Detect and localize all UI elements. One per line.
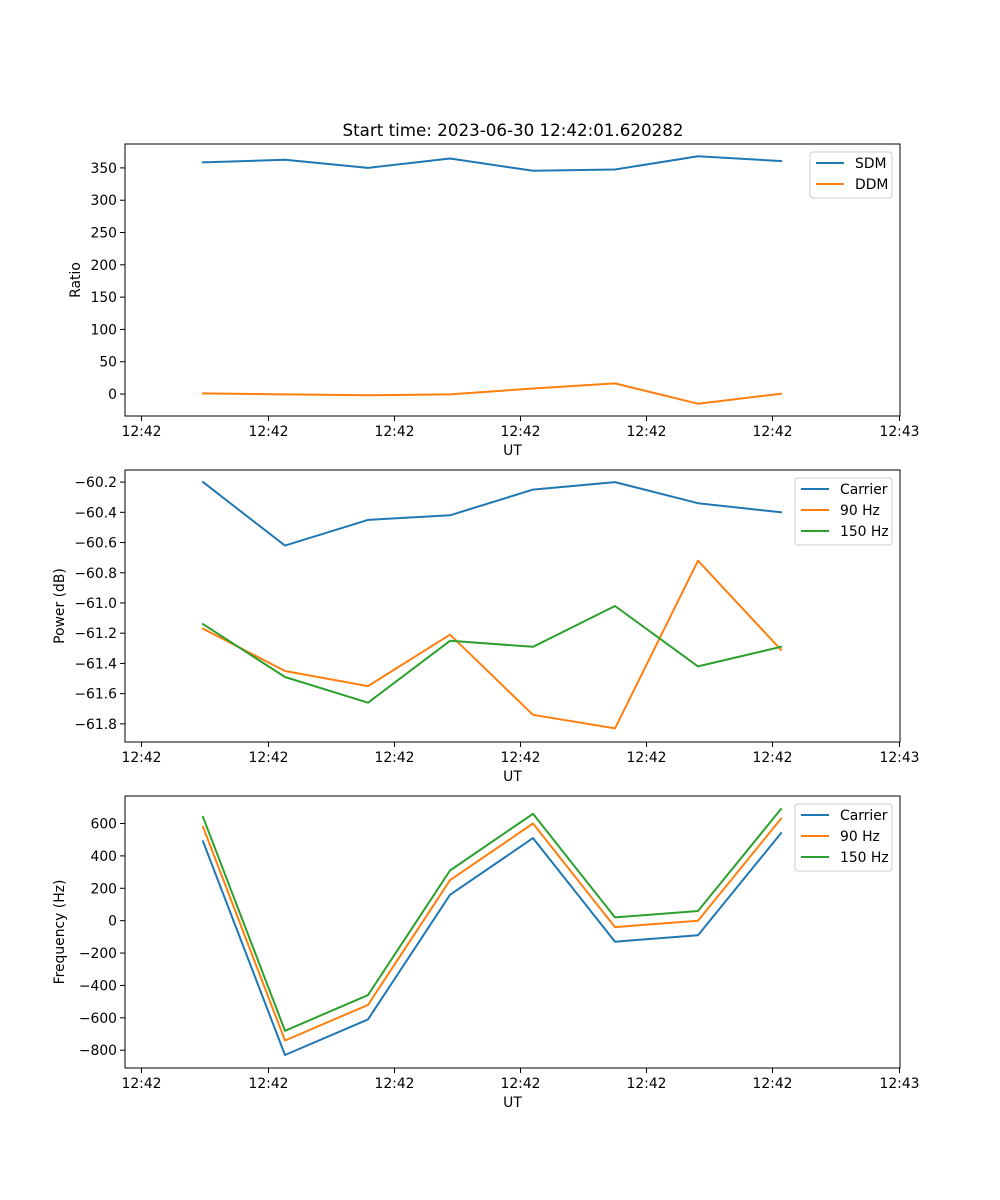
y-tick-label: −60.4	[74, 505, 117, 521]
x-tick-label: 12:42	[626, 1076, 666, 1092]
series-line-ddm	[201, 382, 783, 405]
legend-entry: 150 Hz	[840, 524, 889, 540]
x-tick-label: 12:42	[626, 750, 666, 766]
x-tick-label: 12:43	[879, 1076, 919, 1092]
y-axis-label: Power (dB)	[52, 568, 68, 644]
y-tick-label: 300	[90, 193, 117, 209]
y-tick-label: −800	[79, 1043, 117, 1059]
legend-entry: Carrier	[840, 482, 888, 498]
x-tick-label: 12:43	[879, 424, 919, 440]
x-tick-label: 12:42	[374, 424, 414, 440]
x-tick-label: 12:42	[752, 424, 792, 440]
series-line-150-hz	[201, 807, 783, 1032]
x-tick-label: 12:42	[121, 750, 161, 766]
legend-box	[794, 477, 893, 546]
x-tick-label: 12:42	[121, 1076, 161, 1092]
x-axis-label: UT	[503, 769, 522, 785]
legend: Carrier 90 Hz 150 Hz	[794, 803, 893, 872]
y-tick-label: −400	[79, 978, 117, 994]
y-tick-label: −61.0	[74, 596, 117, 612]
subplot-3: 12:42 12:42 12:42 12:42 12:42 12:42 12:43 −800 −…	[52, 795, 920, 1111]
y-tick-label: −600	[79, 1011, 117, 1027]
x-tick-label: 12:42	[500, 424, 540, 440]
y-tick-label: 400	[90, 849, 117, 865]
x-tick-label: 12:42	[121, 424, 161, 440]
figure-title: Start time: 2023-06-30 12:42:01.620282	[343, 120, 684, 140]
x-tick-label: 12:42	[752, 1076, 792, 1092]
y-tick-label: −60.8	[74, 566, 117, 582]
y-tick-label: 600	[90, 817, 117, 833]
legend-entry: Carrier	[840, 808, 888, 824]
series-line-90-hz	[201, 817, 783, 1042]
x-tick-label: 12:42	[248, 750, 288, 766]
y-tick-label: −60.6	[74, 536, 117, 552]
x-tick-label: 12:43	[879, 750, 919, 766]
y-tick-label: 50	[99, 355, 117, 371]
series-line-150-hz	[201, 605, 783, 704]
legend-entry: SDM	[855, 156, 887, 172]
x-tick-label: 12:42	[374, 750, 414, 766]
legend-entry: 90 Hz	[840, 829, 880, 845]
x-tick-label: 12:42	[500, 1076, 540, 1092]
y-axis-label: Frequency (Hz)	[52, 880, 68, 985]
legend-entry: DDM	[855, 177, 888, 193]
y-tick-label: 150	[90, 290, 117, 306]
x-axis-label: UT	[503, 1095, 522, 1111]
y-tick-label: −61.8	[74, 717, 117, 733]
y-tick-label: −61.6	[74, 687, 117, 703]
series-line-90-hz	[201, 559, 783, 730]
legend: Carrier 90 Hz 150 Hz	[794, 477, 893, 546]
x-axis-label: UT	[503, 443, 522, 459]
legend: SDM DDM	[809, 151, 893, 199]
y-tick-label: 0	[108, 914, 117, 930]
y-tick-label: 350	[90, 161, 117, 177]
axes-frame	[124, 143, 901, 417]
subplot-1: 12:42 12:42 12:42 12:42 12:42 12:42 12:43 0 50 10…	[68, 143, 920, 459]
y-tick-label: −61.2	[74, 626, 117, 642]
axes-frame	[124, 795, 901, 1069]
subplots: 12:42 12:42 12:42 12:42 12:42 12:42 12:43 0 50 10…	[52, 143, 920, 1111]
x-tick-label: 12:42	[752, 750, 792, 766]
legend-box	[794, 803, 893, 872]
x-tick-label: 12:42	[374, 1076, 414, 1092]
y-tick-label: 250	[90, 226, 117, 242]
y-tick-label: 200	[90, 258, 117, 274]
x-tick-label: 12:42	[626, 424, 666, 440]
axes-frame	[124, 469, 901, 743]
y-tick-label: 200	[90, 881, 117, 897]
y-tick-label: 0	[108, 387, 117, 403]
series-line-carrier	[201, 480, 783, 547]
series-line-carrier	[201, 831, 783, 1056]
x-tick-label: 12:42	[248, 1076, 288, 1092]
y-tick-label: 100	[90, 322, 117, 338]
x-tick-label: 12:42	[248, 424, 288, 440]
series-line-sdm	[201, 155, 783, 172]
subplot-2: 12:42 12:42 12:42 12:42 12:42 12:42 12:43 −61.8…	[52, 469, 920, 785]
y-tick-label: −60.2	[74, 475, 117, 491]
x-tick-label: 12:42	[500, 750, 540, 766]
legend-entry: 90 Hz	[840, 503, 880, 519]
y-axis-label: Ratio	[68, 262, 84, 298]
y-tick-label: −61.4	[74, 656, 117, 672]
y-tick-label: −200	[79, 946, 117, 962]
legend-entry: 150 Hz	[840, 850, 889, 866]
